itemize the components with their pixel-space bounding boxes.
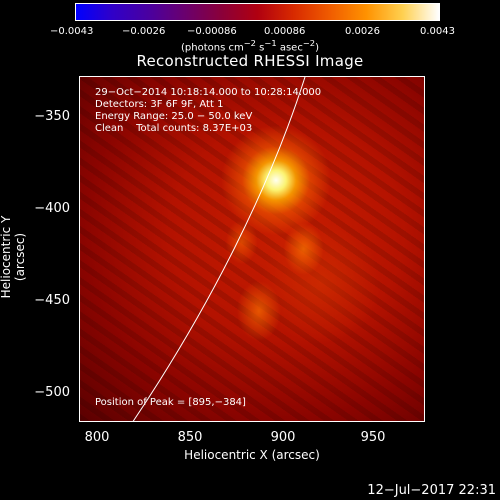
x-axis-label: Heliocentric X (arcsec) [184, 448, 320, 462]
colorbar [75, 3, 440, 21]
y-tick: −500 [34, 385, 70, 400]
x-tick: 850 [177, 430, 203, 445]
colorbar-tick: −0.0026 [122, 26, 166, 37]
energy-range: Energy Range: 25.0 − 50.0 keV [95, 111, 253, 122]
colorbar-tick: −0.00086 [187, 26, 237, 37]
y-tick: −400 [34, 201, 70, 216]
colorbar-units: (photons cm−2 s−1 asec−2) [180, 38, 320, 54]
x-tick: 950 [360, 430, 386, 445]
rhessi-image: 29−Oct−2014 10:18:14.000 to 10:28:14.000… [79, 76, 425, 422]
total-counts: Clean Total counts: 8.37E+03 [95, 123, 253, 134]
colorbar-tick: 0.0043 [420, 26, 455, 37]
colorbar-tick: −0.0043 [50, 26, 94, 37]
peak-position: Position of Peak = [895,−384] [95, 397, 246, 408]
time-range: 29−Oct−2014 10:18:14.000 to 10:28:14.000 [95, 87, 322, 98]
timestamp: 12−Jul−2017 22:31 [367, 483, 496, 498]
y-tick: −350 [34, 109, 70, 124]
image-title: Reconstructed RHESSI Image [136, 52, 364, 70]
colorbar-tick: 0.0026 [345, 26, 380, 37]
y-tick: −450 [34, 293, 70, 308]
detectors: Detectors: 3F 6F 9F, Att 1 [95, 99, 224, 110]
colorbar-tick: 0.00086 [264, 26, 306, 37]
x-tick: 900 [270, 430, 296, 445]
x-tick: 800 [84, 430, 110, 445]
y-axis-label: Heliocentric Y (arcsec) [0, 215, 27, 299]
limb-curve [132, 77, 306, 421]
